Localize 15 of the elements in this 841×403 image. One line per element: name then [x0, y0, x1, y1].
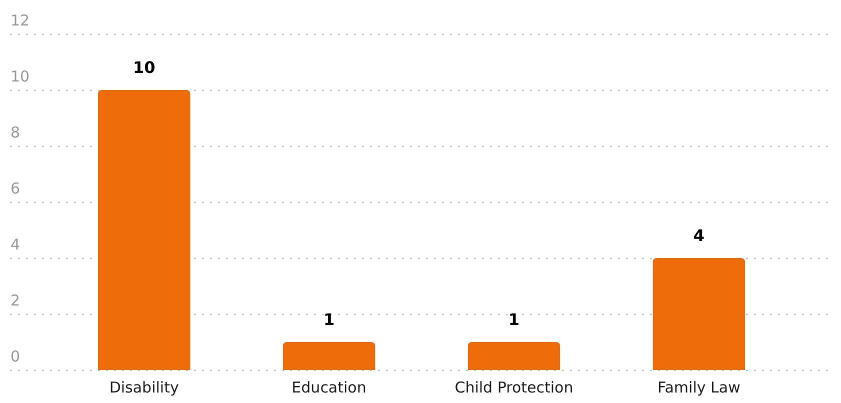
- x-tick-label: Child Protection: [454, 378, 574, 396]
- x-tick-label: Family Law: [657, 378, 740, 396]
- x-tick-label: Disability: [109, 378, 179, 396]
- x-tick-label: Education: [292, 378, 366, 396]
- data-label: 10: [132, 58, 156, 77]
- data-label: 4: [693, 226, 704, 245]
- data-label: 1: [323, 310, 335, 329]
- y-tick-label: 0: [10, 348, 20, 366]
- y-tick-label: 10: [10, 68, 30, 86]
- y-tick-label: 12: [10, 12, 30, 30]
- y-tick-label: 8: [10, 124, 20, 142]
- y-tick-label: 2: [10, 292, 20, 310]
- y-tick-label: 6: [10, 180, 20, 198]
- y-tick-label: 4: [10, 236, 20, 254]
- data-label: 1: [508, 310, 520, 329]
